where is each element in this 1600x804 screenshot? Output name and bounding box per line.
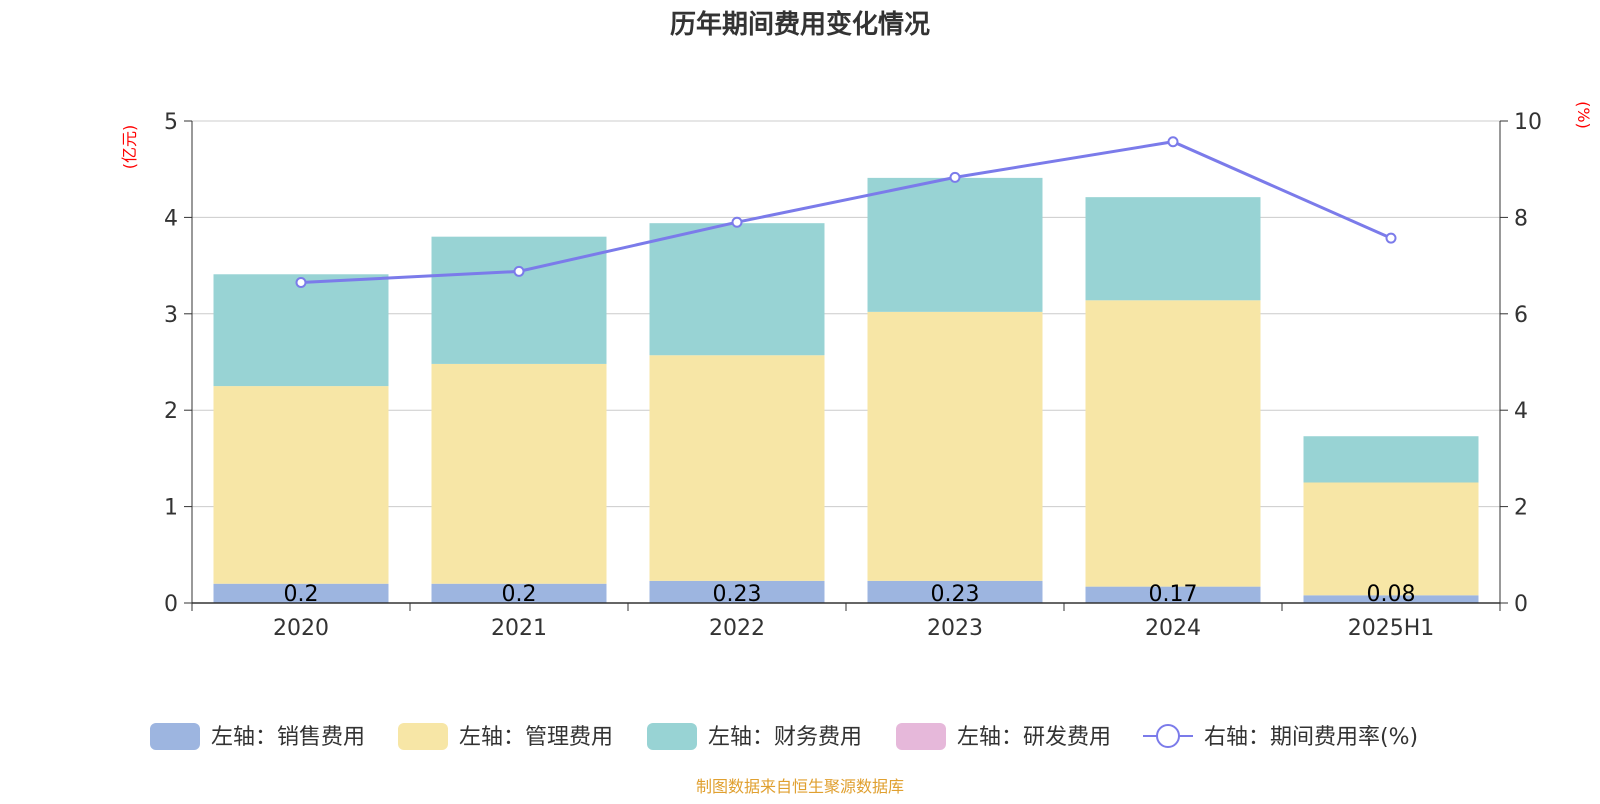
bar-segment <box>213 274 389 387</box>
rate-point <box>1167 136 1179 148</box>
legend: 左轴：销售费用 左轴：管理费用 左轴：财务费用 左轴：研发费用 右轴：期间费用率(%) <box>150 723 1418 750</box>
legend-label: 右轴：期间费用率(%) <box>1204 725 1418 750</box>
bar-segment <box>649 223 825 356</box>
left-tick-label: 3 <box>164 303 178 328</box>
rate-line <box>300 140 1392 284</box>
right-tick-label: 8 <box>1514 206 1528 231</box>
bar-segment <box>431 363 607 584</box>
legend-swatch <box>647 723 697 750</box>
bar-series-group: 0.2 0.2 0.23 0.23 0.17 0.08 <box>213 177 1479 607</box>
source-note: 制图数据来自恒生聚源数据库 <box>696 777 904 796</box>
legend-swatch <box>398 723 448 750</box>
bar-segment <box>431 236 607 364</box>
right-axis-unit: (%) <box>1574 101 1593 129</box>
left-tick-label: 1 <box>164 496 178 521</box>
right-tick-label: 6 <box>1514 303 1528 328</box>
bar-segment <box>1085 300 1261 587</box>
axes-group: 0 1 2 3 4 5 0 2 4 6 8 10 2020 2021 2022 2023 2024 2025H1 <box>164 110 1542 641</box>
bar-segment <box>649 580 825 603</box>
x-tick-label: 2022 <box>709 616 765 641</box>
legend-label: 左轴：财务费用 <box>708 725 862 750</box>
line-series-group <box>295 136 1397 288</box>
bar-segment <box>867 177 1043 312</box>
bar-segment <box>431 583 607 603</box>
x-tick-label: 2025H1 <box>1348 616 1435 641</box>
rate-point <box>1385 232 1397 244</box>
legend-swatch <box>896 723 946 750</box>
right-tick-label: 10 <box>1514 110 1542 135</box>
rate-point <box>731 216 743 228</box>
bar-segment <box>1303 482 1479 596</box>
x-tick-label: 2024 <box>1145 616 1201 641</box>
legend-marker <box>1156 724 1180 748</box>
bar-segment <box>1085 197 1261 301</box>
right-tick-label: 4 <box>1514 399 1528 424</box>
bar-segment <box>867 580 1043 603</box>
bar-segment <box>213 386 389 584</box>
x-tick-label: 2023 <box>927 616 983 641</box>
legend-label: 左轴：管理费用 <box>459 725 613 750</box>
bar-segment <box>213 583 389 603</box>
bar-segment <box>1303 436 1479 483</box>
x-tick-label: 2020 <box>273 616 329 641</box>
chart-title: 历年期间费用变化情况 <box>670 9 930 40</box>
left-axis-unit: (亿元) <box>120 125 139 170</box>
right-tick-label: 0 <box>1514 592 1528 617</box>
bar-segment <box>1303 595 1479 603</box>
bar-segment <box>867 311 1043 581</box>
bar-segment <box>649 355 825 581</box>
left-tick-label: 0 <box>164 592 178 617</box>
left-tick-label: 2 <box>164 399 178 424</box>
gridlines <box>192 120 1500 508</box>
left-tick-label: 4 <box>164 206 178 231</box>
left-tick-label: 5 <box>164 110 178 135</box>
rate-point <box>949 171 961 183</box>
legend-label: 左轴：销售费用 <box>211 725 365 750</box>
right-tick-label: 2 <box>1514 496 1528 521</box>
legend-label: 左轴：研发费用 <box>957 725 1111 750</box>
rate-point <box>513 265 525 277</box>
legend-swatch <box>150 723 200 750</box>
x-tick-label: 2021 <box>491 616 547 641</box>
rate-point <box>295 276 307 288</box>
bar-segment <box>1085 586 1261 603</box>
